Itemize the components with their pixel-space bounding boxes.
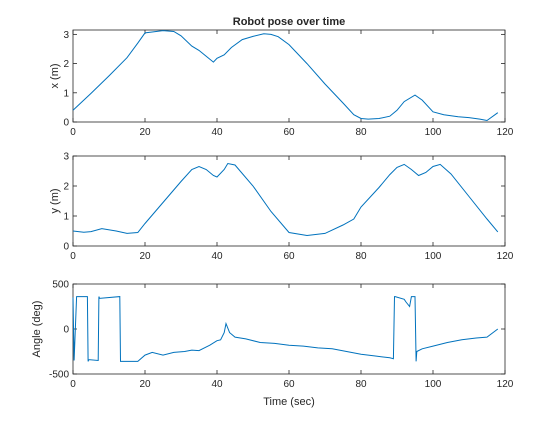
x-tick-label: 40 <box>211 127 223 138</box>
y-axis-label: y (m) <box>49 188 61 213</box>
y-tick-label: 2 <box>63 59 69 70</box>
axes-box-2 <box>72 155 506 247</box>
x-tick-label: 80 <box>355 379 367 390</box>
axes-box-3 <box>72 283 506 375</box>
chart-title: Robot pose over time <box>233 16 345 28</box>
x-tick-label: 80 <box>355 127 367 138</box>
x-tick-label: 60 <box>283 127 295 138</box>
series-line-2 <box>72 162 499 237</box>
y-tick-label: 500 <box>52 280 69 291</box>
x-tick-label: 20 <box>139 379 151 390</box>
y-axis-label: x (m) <box>49 63 61 88</box>
y-tick-label: 0 <box>63 118 69 129</box>
x-tick-label: 60 <box>283 251 295 262</box>
x-tick-label: 100 <box>425 127 442 138</box>
y-tick-label: -500 <box>49 370 69 381</box>
x-tick-label: 0 <box>70 127 76 138</box>
axes-box-1 <box>72 29 506 123</box>
x-tick-label: 100 <box>425 379 442 390</box>
x-tick-label: 0 <box>70 251 76 262</box>
y-tick-label: 0 <box>63 242 69 253</box>
x-tick-label: 20 <box>139 251 151 262</box>
x-tick-label: 100 <box>425 251 442 262</box>
x-axis-label: Time (sec) <box>263 396 315 408</box>
y-tick-label: 2 <box>63 182 69 193</box>
y-tick-label: 0 <box>63 325 69 336</box>
x-tick-label: 120 <box>497 379 514 390</box>
y-tick-label: 3 <box>63 30 69 41</box>
x-tick-label: 120 <box>497 251 514 262</box>
x-tick-label: 40 <box>211 379 223 390</box>
y-axis-label: Angle (deg) <box>31 301 43 358</box>
x-tick-label: 20 <box>139 127 151 138</box>
x-tick-label: 0 <box>70 379 76 390</box>
y-tick-label: 3 <box>63 152 69 163</box>
y-tick-label: 1 <box>63 212 69 223</box>
x-tick-label: 60 <box>283 379 295 390</box>
x-tick-label: 40 <box>211 251 223 262</box>
x-tick-label: 120 <box>497 127 514 138</box>
x-tick-label: 80 <box>355 251 367 262</box>
series-line-1 <box>72 30 499 122</box>
y-tick-label: 1 <box>63 88 69 99</box>
series-line-3 <box>72 296 499 362</box>
